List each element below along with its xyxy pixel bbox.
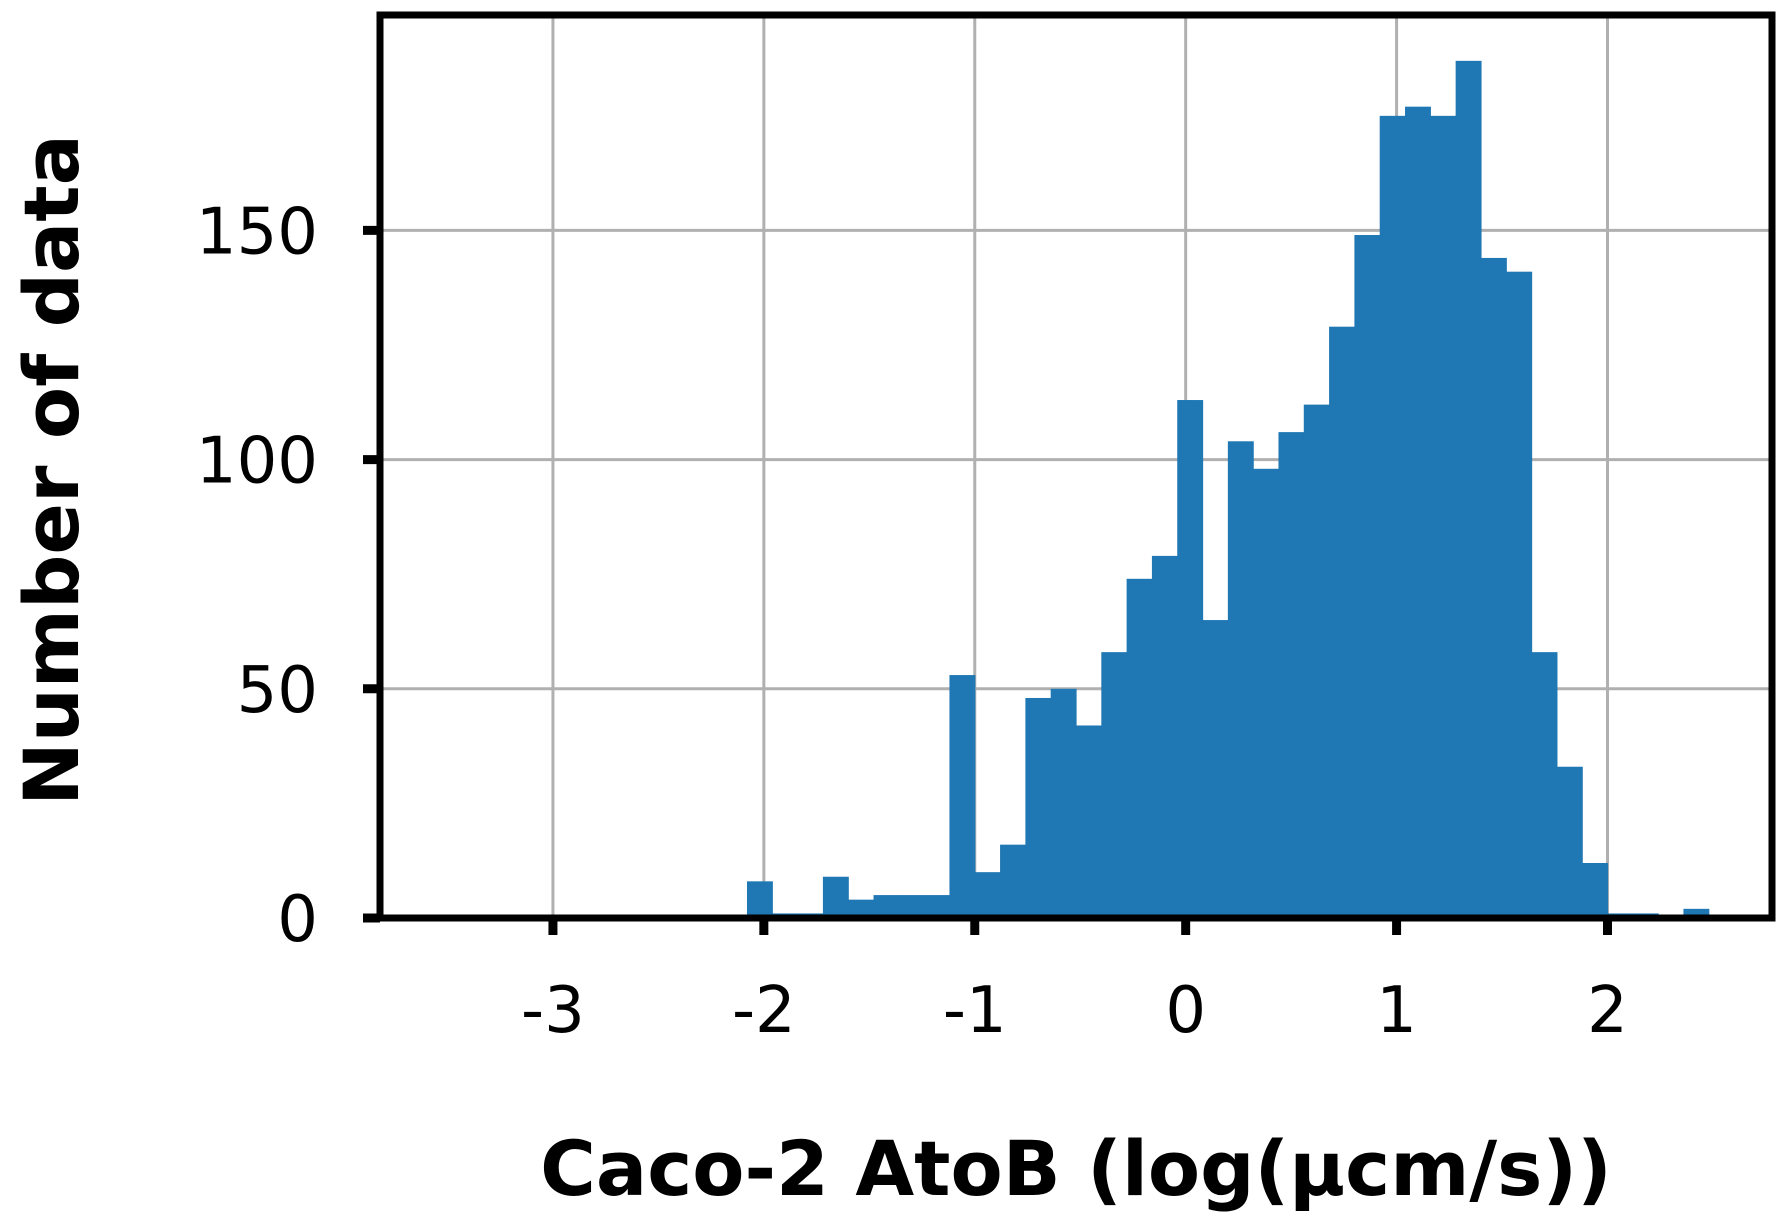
y-tick-labels: 0 50 100 150 [196,195,318,957]
histogram-bar [1556,766,1583,918]
y-tick-label: 150 [196,195,318,269]
x-tick-label: -2 [732,974,796,1048]
x-axis-title: Caco-2 AtoB (log(μcm/s)) [540,1124,1612,1213]
y-axis-title: Number of data [7,134,96,806]
histogram-bars [443,60,1710,919]
histogram-bar [746,881,773,918]
histogram-bar [924,895,951,918]
x-tick-label: 0 [1165,974,1206,1048]
histogram-bar [1050,688,1077,918]
histogram-bar [1354,235,1381,918]
histogram-bar [1303,404,1330,919]
histogram-bar [974,872,1001,918]
x-tick-label: 2 [1587,974,1628,1048]
histogram-bar [1329,326,1355,918]
histogram-bar [1101,652,1128,918]
histogram-bar [1531,652,1558,918]
histogram-bar [1683,908,1710,918]
histogram-bar [1253,468,1280,918]
histogram-bar [1506,271,1533,918]
histogram-bar [898,895,925,918]
histogram-bar [1379,115,1406,918]
histogram-bar [1076,725,1102,918]
x-tick-label: -1 [943,974,1007,1048]
histogram-bar [1151,555,1178,918]
histogram-bar [1405,106,1431,919]
histogram-bar [1000,844,1026,918]
histogram-bar [822,876,849,918]
histogram-bar [873,895,900,918]
axis-ticks [363,225,1612,935]
histogram-bar [1480,257,1507,918]
histogram-bar [1278,432,1305,918]
histogram-bar [1202,620,1229,918]
y-tick-label: 50 [237,654,318,728]
y-tick-label: 0 [277,883,318,957]
x-tick-labels: -3 -2 -1 0 1 2 [521,974,1628,1048]
plot-frame [376,11,1776,922]
histogram-bar [1177,400,1204,918]
histogram-bar [1455,60,1482,918]
histogram-bar [1227,441,1254,918]
histogram-bar [1582,862,1609,918]
y-tick-label: 100 [196,425,318,499]
x-tick-label: -3 [521,974,585,1048]
histogram-bar [1126,578,1153,918]
histogram-bar [848,899,875,918]
histogram-bar [1025,697,1052,918]
histogram-bar [949,675,976,918]
histogram-bar [1430,115,1457,918]
x-tick-label: 1 [1376,974,1417,1048]
